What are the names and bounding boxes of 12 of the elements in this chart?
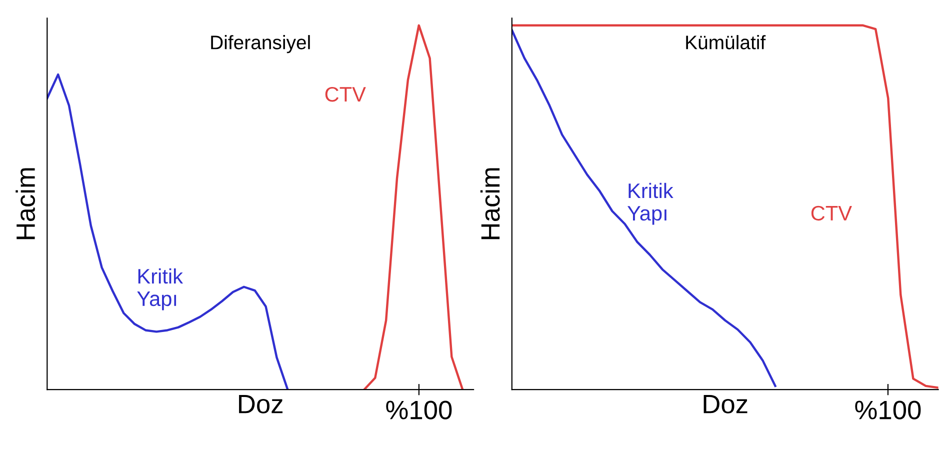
text: %100 (855, 400, 921, 420)
series-label: CTV (325, 86, 366, 102)
chart-title: Kümülatif (686, 35, 766, 50)
chart-title: Diferansiyel (211, 35, 310, 54)
series-label: Kritik Yapı (137, 268, 184, 310)
text: CTV (811, 206, 852, 221)
y-axis-title: Hacim (480, 168, 500, 240)
y-axis-title: Hacim (16, 168, 36, 240)
series-label: Kritik Yapı (627, 182, 674, 225)
text: %100 (386, 400, 452, 420)
x-axis-title: Doz (704, 395, 748, 414)
x-axis-title: Doz (239, 395, 282, 414)
